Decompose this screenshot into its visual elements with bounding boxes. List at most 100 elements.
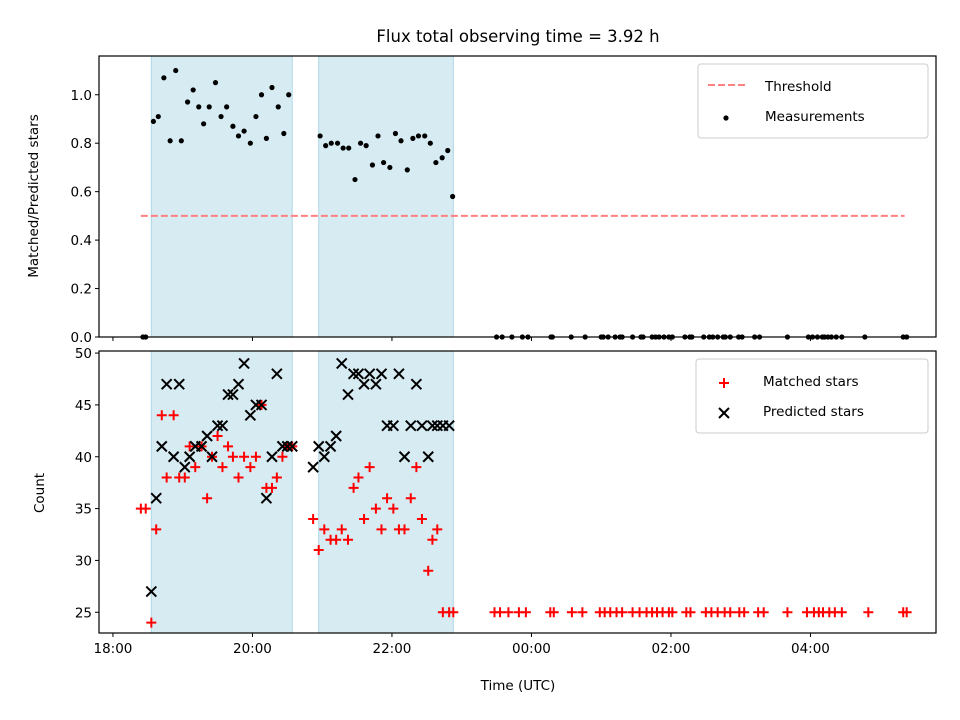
bottom-legend-label: Predicted stars	[763, 404, 864, 420]
matched-star-point	[388, 503, 399, 514]
matched-star-point	[239, 451, 250, 462]
measurement-point	[433, 159, 439, 166]
measurement-point	[269, 84, 275, 91]
matched-star-point	[382, 493, 393, 504]
measurement-point	[375, 133, 381, 139]
predicted-star-point	[443, 419, 455, 432]
top-legend-label: Threshold	[764, 79, 832, 95]
predicted-star-point	[387, 419, 400, 432]
measurement-point	[415, 133, 422, 139]
matched-star-point	[495, 607, 506, 618]
predicted-star-point	[281, 440, 294, 453]
measurement-point	[317, 133, 323, 139]
measurement-point	[334, 140, 341, 146]
measurement-point	[241, 128, 247, 134]
matched-star-point	[161, 472, 172, 483]
matched-star-point	[503, 607, 514, 618]
matched-star-point	[782, 607, 793, 618]
bottom-x-tick-label: 18:00	[93, 641, 132, 657]
measurement-point	[178, 138, 184, 144]
bottom-y-tick-label: 40	[75, 450, 92, 466]
predicted-star-point	[183, 451, 196, 463]
matched-star-point	[901, 607, 912, 618]
top-shaded-region	[318, 55, 454, 338]
measurement-point	[167, 138, 173, 144]
predicted-star-point	[370, 378, 382, 390]
top-legend-label: Measurements	[765, 109, 865, 125]
measurement-point	[445, 147, 451, 154]
matched-star-point	[190, 462, 201, 473]
measurement-point	[387, 164, 393, 171]
measurement-point	[450, 193, 456, 200]
measurement-point	[155, 113, 161, 120]
legend-predicted-swatch	[718, 407, 730, 419]
bottom-y-axis-label: Count	[32, 473, 48, 513]
predicted-star-point	[347, 368, 360, 380]
matched-star-point	[416, 513, 427, 524]
measurement-point	[196, 104, 202, 110]
top-axes-frame	[98, 55, 937, 338]
matched-star-point	[223, 441, 234, 452]
predicted-star-point	[266, 451, 278, 463]
matched-star-point	[836, 607, 847, 618]
predicted-star-point	[145, 585, 158, 598]
predicted-star-point	[324, 440, 337, 453]
matched-star-point	[250, 451, 261, 462]
predicted-star-point	[318, 451, 331, 463]
matched-star-point	[364, 462, 375, 473]
matched-star-point	[548, 607, 559, 618]
matched-star-point	[313, 545, 324, 556]
measurement-point	[439, 155, 445, 161]
predicted-star-point	[352, 368, 365, 380]
predicted-star-point	[313, 440, 325, 453]
top-y-axis-label: Matched/Predicted stars	[26, 114, 42, 277]
predicted-star-point	[255, 399, 268, 411]
bottom-shaded-region	[150, 350, 293, 634]
predicted-star-point	[375, 368, 388, 380]
predicted-star-point	[286, 440, 298, 453]
predicted-star-point	[405, 419, 417, 432]
predicted-star-point	[426, 419, 439, 432]
matched-star-point	[277, 451, 288, 462]
measurement-point	[150, 118, 157, 125]
matched-star-point	[336, 524, 347, 535]
matched-star-point	[359, 513, 370, 524]
matched-star-point	[405, 493, 416, 504]
measurement-point	[286, 92, 292, 98]
measurement-point	[398, 138, 404, 144]
matched-star-point	[758, 607, 769, 618]
matched-star-point	[140, 503, 151, 514]
predicted-star-point	[195, 440, 208, 453]
predicted-star-point	[416, 419, 428, 432]
predicted-star-point	[244, 409, 257, 421]
top-y-tick-label: 0.8	[71, 136, 92, 152]
measurement-point	[253, 113, 259, 120]
matched-star-point	[212, 431, 223, 442]
measurement-point	[328, 140, 334, 146]
predicted-star-point	[363, 368, 376, 380]
measurement-point	[212, 80, 219, 86]
matched-star-point	[343, 534, 354, 545]
matched-star-point	[168, 410, 179, 421]
matched-star-point	[577, 607, 588, 618]
matched-star-point	[184, 441, 195, 452]
bottom-x-tick-label: 22:00	[372, 641, 411, 657]
bottom-y-tick-label: 45	[75, 398, 92, 414]
predicted-star-point	[393, 368, 405, 380]
predicted-star-point	[232, 378, 245, 390]
top-y-tick-label: 0.6	[71, 185, 92, 201]
predicted-star-point	[398, 451, 411, 463]
predicted-star-point	[150, 492, 162, 504]
measurement-point	[427, 140, 433, 146]
measurement-point	[258, 92, 265, 98]
bottom-x-tick-label: 02:00	[651, 641, 690, 657]
predicted-star-point	[330, 430, 342, 442]
matched-star-point	[376, 524, 387, 535]
matched-star-point	[739, 607, 750, 618]
measurement-point	[410, 135, 416, 141]
matched-star-point	[217, 462, 228, 473]
measurement-point	[380, 159, 387, 166]
predicted-star-point	[160, 378, 173, 390]
matched-star-point	[432, 524, 443, 535]
matched-star-point	[151, 524, 162, 535]
